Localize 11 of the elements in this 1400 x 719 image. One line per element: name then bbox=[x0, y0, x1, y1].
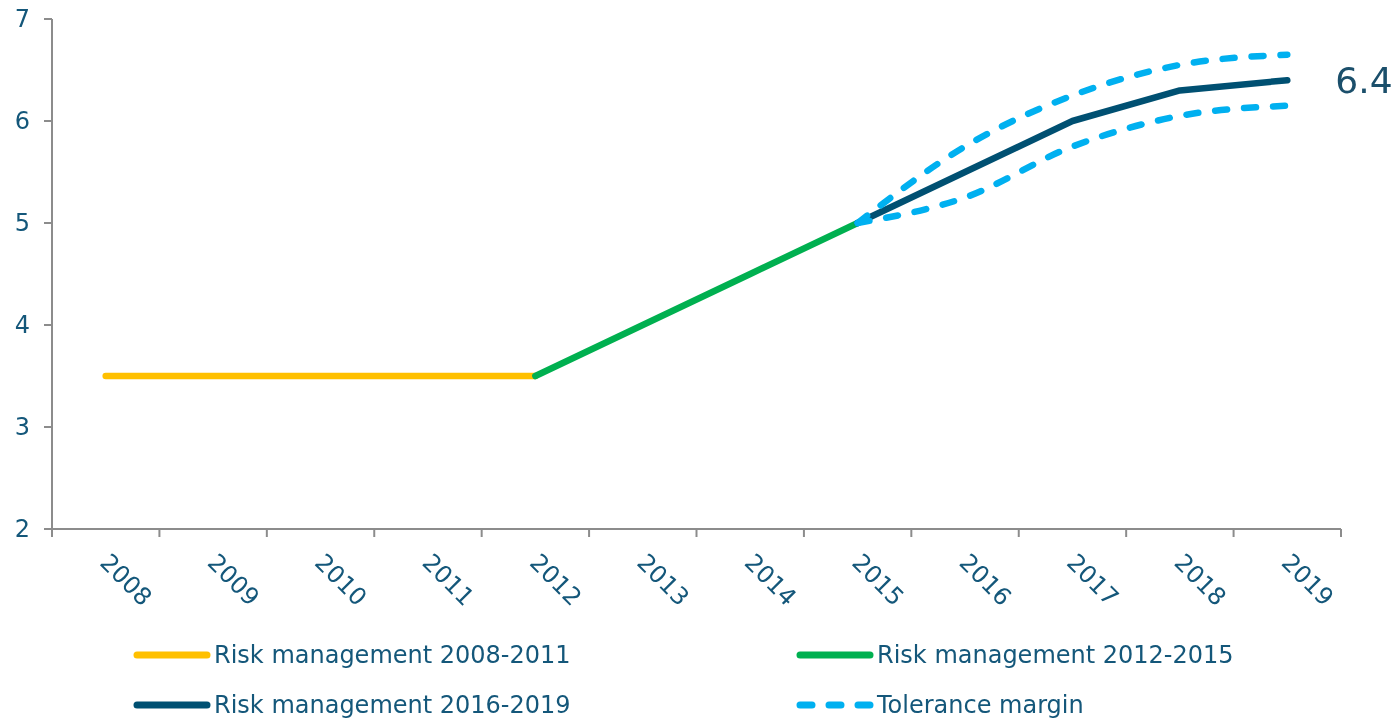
y-tick-label: 4 bbox=[14, 311, 30, 339]
y-tick-label: 5 bbox=[14, 209, 30, 237]
y-tick-label: 3 bbox=[14, 413, 30, 441]
legend-label: Tolerance margin bbox=[876, 691, 1084, 719]
y-tick-label: 2 bbox=[14, 515, 30, 543]
legend-label: Risk management 2016-2019 bbox=[214, 691, 571, 719]
y-tick-label: 6 bbox=[14, 107, 30, 135]
legend-label: Risk management 2012-2015 bbox=[877, 641, 1234, 669]
y-tick-label: 7 bbox=[14, 5, 30, 33]
annotation: 6.4 bbox=[1335, 59, 1393, 101]
legend-label: Risk management 2008-2011 bbox=[214, 641, 571, 669]
